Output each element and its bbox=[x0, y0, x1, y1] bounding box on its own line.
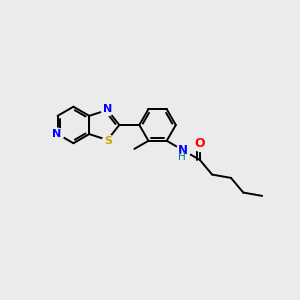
Text: N: N bbox=[178, 144, 188, 157]
Text: N: N bbox=[52, 128, 62, 139]
Text: O: O bbox=[194, 137, 205, 150]
Text: S: S bbox=[104, 136, 112, 146]
Text: H: H bbox=[178, 152, 186, 162]
Text: N: N bbox=[103, 104, 112, 114]
